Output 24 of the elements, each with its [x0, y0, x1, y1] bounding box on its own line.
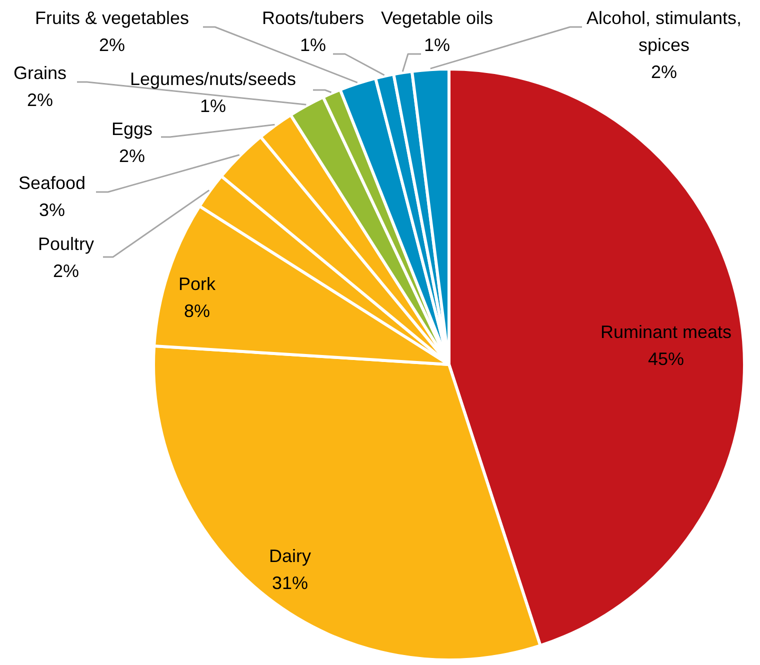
data-label: 31% — [272, 572, 308, 593]
slice-label: Roots/tubers — [262, 8, 364, 28]
slice-label: Dairy — [268, 546, 312, 566]
data-label: 2% — [98, 34, 126, 55]
slice-label: Seafood — [18, 172, 86, 193]
slice-label: Poultry — [38, 234, 94, 254]
slice-label: Legumes/nuts/seeds — [130, 68, 296, 89]
data-label: 2% — [26, 90, 54, 110]
data-label: 1% — [200, 96, 226, 116]
data-label: 45% — [648, 348, 684, 369]
data-label: 3% — [38, 200, 66, 220]
data-label: 1% — [300, 34, 326, 55]
data-label: 2% — [650, 62, 678, 82]
data-label: 8% — [184, 300, 210, 321]
slice-label: Fruits & vegetables — [34, 8, 190, 28]
slice-label: Grains — [13, 62, 67, 83]
slice-label: Alcohol, stimulants, spices — [586, 8, 742, 55]
data-label: 2% — [52, 260, 80, 281]
data-label: 2% — [118, 146, 146, 166]
slice-label: Pork — [178, 274, 217, 294]
data-label: 1% — [424, 34, 450, 55]
slice-label: Eggs — [111, 118, 153, 139]
slice-label: Ruminant meats — [600, 322, 732, 342]
slice-label: Vegetable oils — [380, 8, 494, 28]
